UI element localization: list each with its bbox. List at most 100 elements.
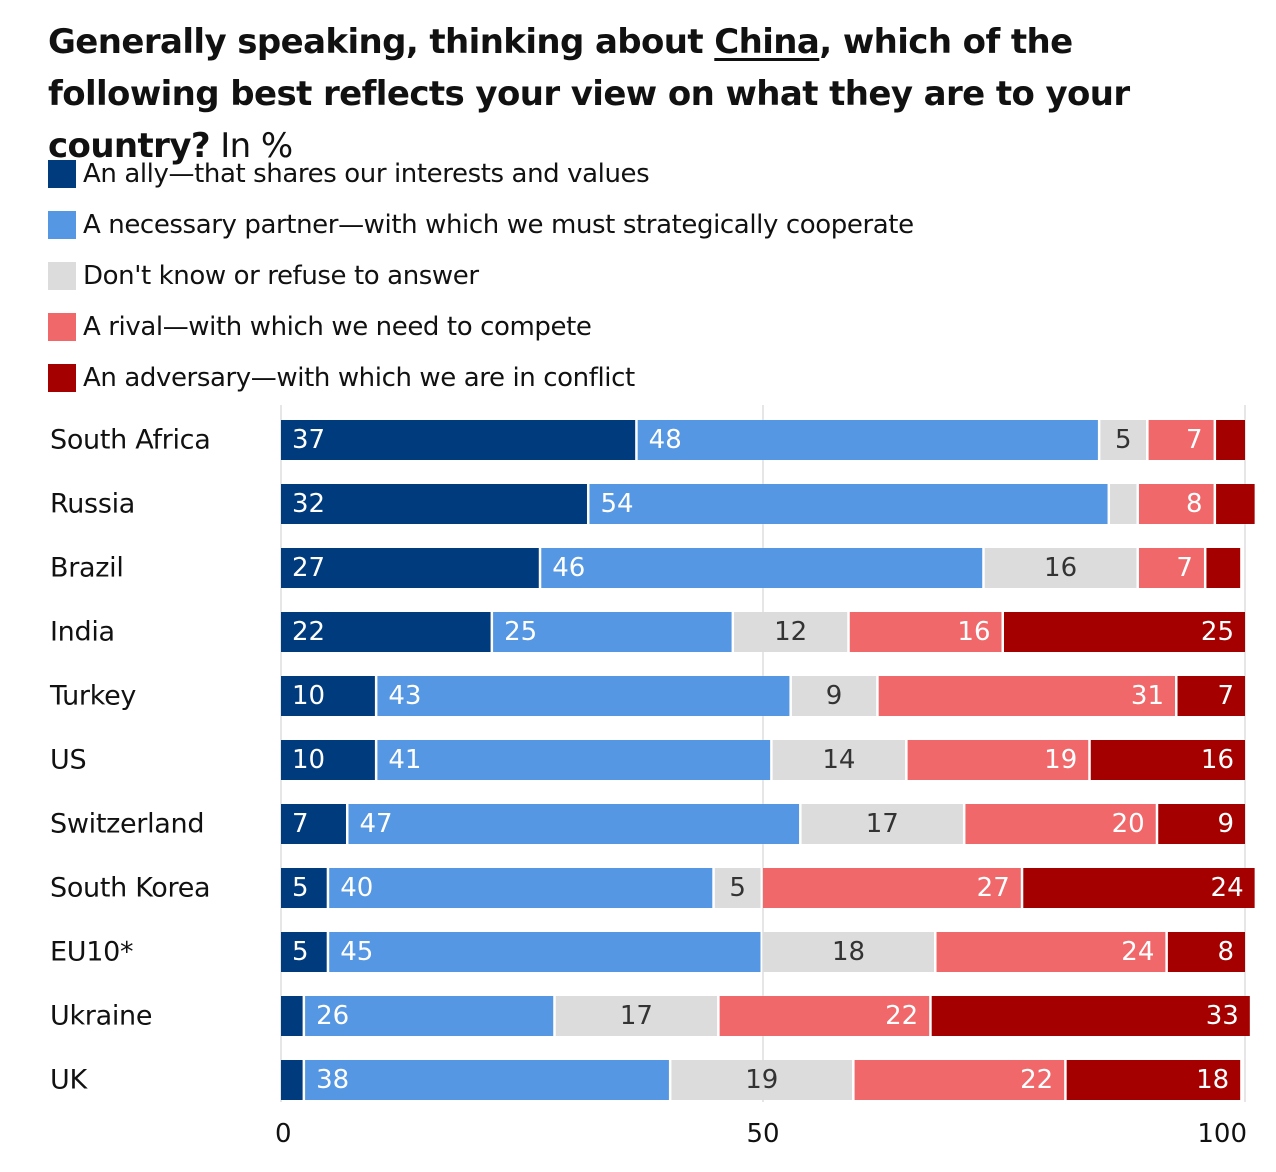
x-tick-label-0: 0 (275, 1119, 292, 1149)
bar-segment-russia-3 (1138, 484, 1214, 524)
bar-segment-switzerland-1 (348, 804, 800, 844)
bar-segment-ukraine-2 (555, 996, 718, 1036)
category-label-russia: Russia (50, 489, 135, 520)
bar-segment-south-korea-4 (1023, 868, 1255, 908)
bar-segment-turkey-1 (377, 676, 790, 716)
value-label-south-korea-3: 27 (977, 873, 1010, 903)
value-label-brazil-0: 27 (292, 553, 325, 583)
bar-segment-eu10-1 (329, 932, 761, 972)
bar-segment-india-1 (493, 612, 732, 652)
value-label-india-0: 22 (292, 617, 325, 647)
title-unit: In % (210, 126, 293, 166)
bar-segment-us-2 (772, 740, 906, 780)
bar-segment-uk-0 (281, 1060, 303, 1100)
value-label-uk-3: 22 (1020, 1065, 1053, 1095)
legend-item-ally: An ally—that shares our interests and va… (48, 148, 914, 199)
bar-segment-turkey-0 (281, 676, 375, 716)
bar-segment-india-3 (849, 612, 1002, 652)
legend-item-partner: A necessary partner—with which we must s… (48, 199, 914, 250)
title-text-before: Generally speaking, thinking about (48, 22, 715, 62)
value-label-switzerland-1: 47 (359, 809, 392, 839)
value-label-turkey-0: 10 (292, 681, 325, 711)
bar-segment-switzerland-4 (1158, 804, 1245, 844)
bar-segment-india-4 (1004, 612, 1245, 652)
bar-segment-us-4 (1090, 740, 1245, 780)
value-label-uk-1: 38 (316, 1065, 349, 1095)
value-label-switzerland-0: 7 (292, 809, 309, 839)
bar-segment-eu10-0 (281, 932, 327, 972)
legend-label-dont-know: Don't know or refuse to answer (83, 260, 479, 291)
bar-segment-ukraine-0 (281, 996, 303, 1036)
bar-segment-turkey-3 (878, 676, 1176, 716)
value-label-south-korea-2: 5 (729, 873, 746, 903)
value-label-russia-3: 8 (1186, 489, 1203, 519)
legend-swatch-partner (48, 210, 76, 239)
bar-segment-eu10-3 (936, 932, 1166, 972)
bar-segment-south-africa-4 (1216, 420, 1245, 460)
bar-segment-brazil-4 (1206, 548, 1241, 588)
bar-segment-south-korea-2 (714, 868, 761, 908)
value-label-eu10-2: 18 (832, 937, 865, 967)
bar-segment-south-korea-0 (281, 868, 327, 908)
bar-segment-brazil-1 (541, 548, 983, 588)
value-label-us-4: 16 (1201, 745, 1234, 775)
legend-item-dont-know: Don't know or refuse to answer (48, 250, 914, 301)
title-highlight: China (714, 22, 820, 62)
bar-segment-south-korea-3 (763, 868, 1021, 908)
value-label-russia-0: 32 (292, 489, 325, 519)
bar-segment-us-0 (281, 740, 375, 780)
value-label-turkey-3: 31 (1131, 681, 1164, 711)
legend-item-adversary: An adversary—with which we are in confli… (48, 352, 914, 403)
legend-label-ally: An ally—that shares our interests and va… (83, 158, 650, 189)
category-label-south-africa: South Africa (50, 425, 210, 456)
value-label-turkey-1: 43 (388, 681, 421, 711)
value-label-south-africa-0: 37 (292, 425, 325, 455)
bar-segment-eu10-2 (763, 932, 935, 972)
bar-segment-ukraine-3 (719, 996, 930, 1036)
value-label-switzerland-2: 17 (866, 809, 899, 839)
bar-segment-south-korea-1 (329, 868, 713, 908)
legend-label-adversary: An adversary—with which we are in confli… (83, 362, 635, 393)
value-label-brazil-2: 16 (1044, 553, 1077, 583)
legend-label-partner: A necessary partner—with which we must s… (83, 209, 914, 240)
category-label-us: US (50, 745, 86, 776)
legend-label-rival: A rival—with which we need to compete (83, 311, 592, 342)
value-label-south-korea-4: 24 (1211, 873, 1244, 903)
value-label-us-0: 10 (292, 745, 325, 775)
category-label-eu10: EU10* (50, 937, 133, 968)
bar-segment-russia-4 (1216, 484, 1255, 524)
legend-swatch-adversary (48, 363, 76, 392)
value-label-ukraine-4: 33 (1206, 1001, 1239, 1031)
value-label-uk-4: 18 (1196, 1065, 1229, 1095)
bar-segment-south-africa-1 (637, 420, 1098, 460)
value-label-south-africa-1: 48 (649, 425, 682, 455)
x-tick-label-100: 100 (1197, 1119, 1247, 1149)
category-label-south-korea: South Korea (50, 873, 210, 904)
bar-segment-south-africa-2 (1100, 420, 1147, 460)
bar-segment-turkey-4 (1177, 676, 1245, 716)
legend-swatch-ally (48, 159, 76, 188)
value-label-russia-1: 54 (600, 489, 633, 519)
bar-segment-india-2 (734, 612, 848, 652)
value-label-south-korea-1: 40 (340, 873, 373, 903)
bar-segment-brazil-2 (984, 548, 1137, 588)
category-label-ukraine: Ukraine (50, 1001, 152, 1032)
bar-segment-switzerland-3 (965, 804, 1156, 844)
category-label-uk: UK (50, 1065, 88, 1096)
bar-segment-russia-0 (281, 484, 587, 524)
value-label-india-1: 25 (504, 617, 537, 647)
bar-segment-russia-1 (589, 484, 1108, 524)
value-label-eu10-0: 5 (292, 937, 309, 967)
bar-segment-brazil-0 (281, 548, 539, 588)
value-label-south-korea-0: 5 (292, 873, 309, 903)
value-label-us-1: 41 (388, 745, 421, 775)
value-label-india-4: 25 (1201, 617, 1234, 647)
bar-segment-switzerland-0 (281, 804, 346, 844)
bar-segment-uk-2 (671, 1060, 853, 1100)
bar-segment-eu10-4 (1167, 932, 1245, 972)
category-label-brazil: Brazil (50, 553, 124, 584)
value-label-eu10-1: 45 (340, 937, 373, 967)
bar-segment-turkey-2 (791, 676, 877, 716)
category-label-india: India (50, 617, 115, 648)
